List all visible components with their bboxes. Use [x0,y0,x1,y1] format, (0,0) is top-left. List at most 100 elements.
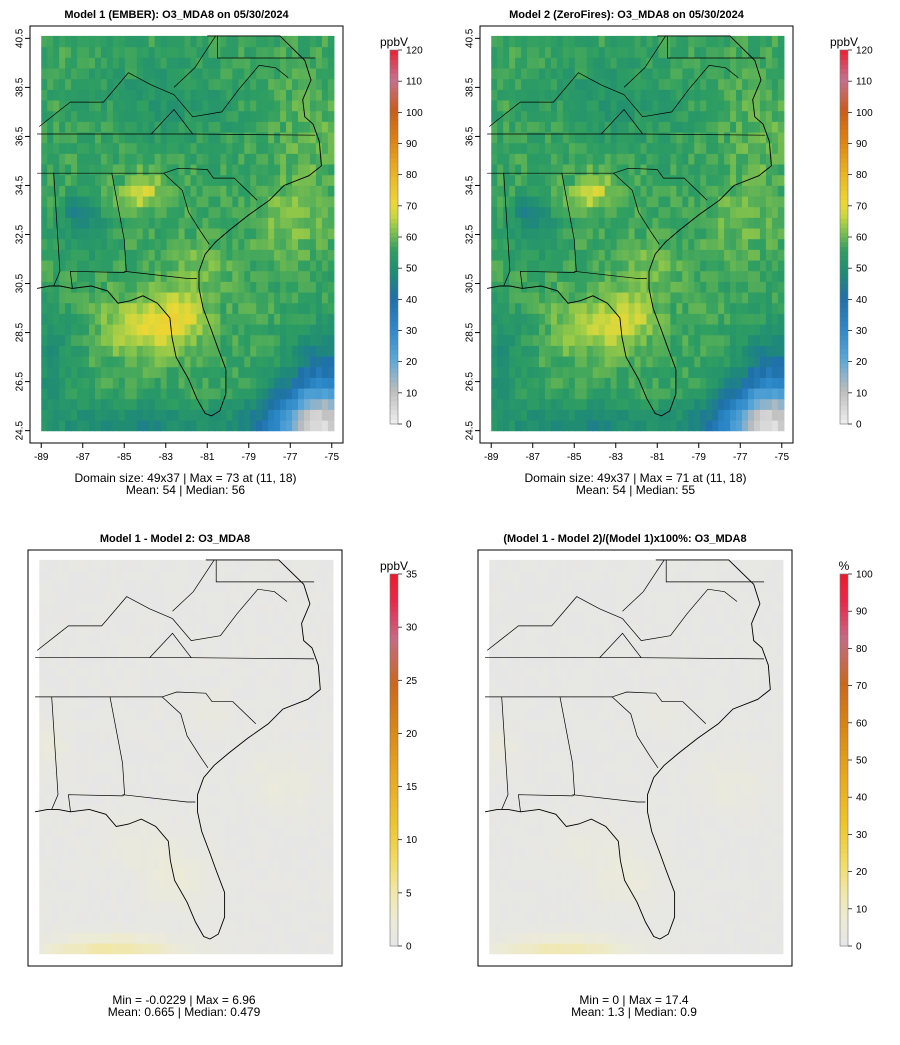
grid-cell [59,302,66,314]
grid-cell [160,185,168,197]
grid-cell [298,398,305,410]
grid-cell [148,153,156,165]
grid-cell [521,302,528,314]
grid-cell [670,409,677,421]
grid-cell [183,655,190,667]
grid-cell [664,398,671,410]
grid-cell [521,366,528,378]
grid-cell [724,78,731,90]
grid-cell [69,847,76,859]
grid-cell [598,291,606,304]
grid-cell [771,153,779,165]
grid-cell [670,121,677,133]
state-border [163,172,210,245]
grid-cell [503,174,510,186]
grid-cell [250,366,257,378]
grid-cell [159,804,166,816]
legend-swatch [390,148,398,154]
grid-cell [220,110,227,122]
grid-cell [742,174,749,186]
grid-cell [124,217,132,229]
grid-cell [214,227,221,240]
grid-cell [550,217,558,229]
grid-cell [628,46,636,58]
grid-cell [321,302,329,314]
grid-cell [646,377,654,389]
grid-cell [112,345,120,357]
grid-cell [41,323,48,336]
grid-cell [262,89,269,101]
grid-cell [65,355,72,368]
grid-cell [178,259,186,272]
grid-cell [201,634,208,646]
grid-cell [41,313,48,325]
grid-cell [47,35,54,48]
grid-cell [220,270,227,282]
grid-cell [202,366,210,378]
grid-cell [189,708,196,721]
grid-cell [742,57,749,69]
grid-cell [491,238,498,250]
grid-cell [315,419,323,432]
grid-cell [75,943,82,955]
grid-cell [226,281,233,293]
grid-cell [147,825,154,838]
grid-cell [736,89,743,101]
grid-cell [634,238,642,250]
grid-cell [640,323,648,336]
grid-cell [190,366,198,378]
grid-cell [99,740,106,753]
grid-cell [71,57,78,69]
grid-cell [57,698,64,710]
grid-cell [250,291,257,304]
grid-cell [111,708,118,721]
grid-cell [232,291,239,304]
grid-cell [171,879,178,891]
grid-cell [105,698,112,710]
grid-cell [136,291,144,304]
grid-cell [208,302,216,314]
grid-cell [250,409,257,421]
legend-tick-label: 10 [406,388,418,399]
grid-cell [117,815,124,827]
grid-cell [688,323,695,336]
grid-cell [130,206,138,218]
grid-cell [759,206,767,218]
grid-cell [321,99,329,112]
grid-cell [39,751,46,763]
grid-cell [309,259,317,272]
grid-cell [77,206,84,218]
grid-cell [69,868,76,880]
grid-cell [189,889,196,902]
grid-cell [771,163,779,176]
grid-cell [105,602,112,614]
grid-cell [106,35,114,48]
grid-cell [75,740,82,753]
grid-cell [327,249,335,261]
grid-cell [777,206,785,218]
grid-cell [497,291,504,304]
grid-cell [610,67,618,80]
grid-cell [166,121,174,133]
grid-cell [568,217,576,229]
grid-cell [141,645,148,657]
grid-cell [106,217,114,229]
grid-cell [724,121,731,133]
grid-cell [580,291,588,304]
grid-cell [718,355,725,368]
grid-cell [129,666,136,678]
grid-cell [724,174,731,186]
grid-cell [57,847,64,859]
grid-cell [57,868,64,880]
grid-cell [69,613,76,625]
grid-cell [71,163,78,176]
grid-cell [521,99,528,112]
grid-cell [47,57,54,69]
grid-cell [515,67,522,80]
grid-cell [148,259,156,272]
grid-cell [303,366,311,378]
grid-cell [700,67,707,80]
grid-cell [154,355,162,368]
grid-cell [327,121,335,133]
grid-cell [184,35,192,48]
